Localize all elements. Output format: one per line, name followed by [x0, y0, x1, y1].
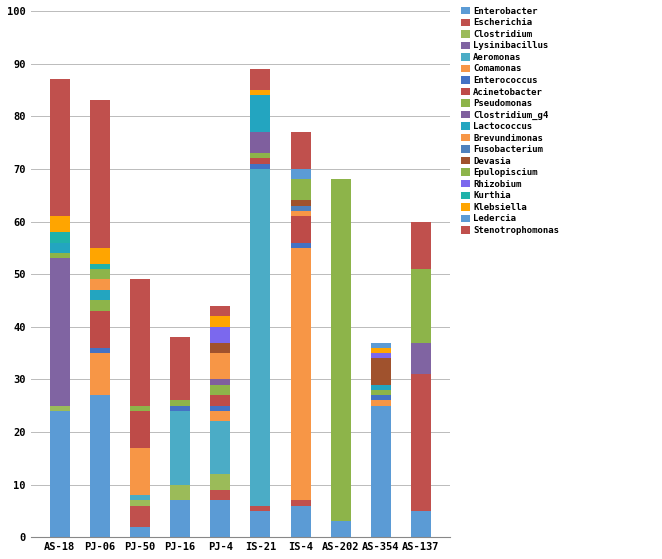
Bar: [371, 406, 391, 537]
Bar: [130, 448, 150, 495]
Bar: [90, 395, 110, 537]
Bar: [90, 101, 110, 248]
Bar: [291, 169, 310, 179]
Bar: [50, 79, 70, 216]
Bar: [250, 90, 271, 95]
Bar: [130, 500, 150, 506]
Bar: [90, 280, 110, 290]
Bar: [90, 290, 110, 300]
Bar: [250, 95, 271, 132]
Bar: [90, 264, 110, 269]
Bar: [130, 527, 150, 537]
Bar: [371, 343, 391, 348]
Bar: [291, 506, 310, 537]
Bar: [170, 500, 190, 537]
Bar: [130, 506, 150, 527]
Bar: [291, 179, 310, 201]
Bar: [411, 269, 431, 343]
Bar: [130, 411, 150, 448]
Bar: [411, 221, 431, 269]
Bar: [211, 500, 230, 537]
Bar: [291, 206, 310, 211]
Bar: [211, 406, 230, 411]
Bar: [50, 232, 70, 243]
Bar: [371, 353, 391, 358]
Bar: [170, 400, 190, 406]
Bar: [291, 500, 310, 506]
Bar: [90, 311, 110, 348]
Bar: [170, 337, 190, 400]
Bar: [170, 406, 190, 411]
Bar: [291, 216, 310, 243]
Bar: [211, 326, 230, 343]
Bar: [211, 385, 230, 395]
Bar: [250, 69, 271, 90]
Bar: [211, 395, 230, 406]
Bar: [90, 353, 110, 395]
Bar: [411, 511, 431, 537]
Bar: [170, 411, 190, 485]
Bar: [371, 358, 391, 385]
Bar: [211, 490, 230, 500]
Bar: [50, 253, 70, 258]
Bar: [250, 506, 271, 511]
Bar: [211, 380, 230, 385]
Bar: [211, 353, 230, 380]
Bar: [130, 406, 150, 411]
Bar: [50, 406, 70, 411]
Bar: [331, 522, 351, 537]
Bar: [50, 243, 70, 253]
Bar: [50, 258, 70, 406]
Bar: [291, 243, 310, 248]
Bar: [211, 421, 230, 474]
Bar: [90, 300, 110, 311]
Bar: [211, 306, 230, 316]
Bar: [291, 201, 310, 206]
Bar: [90, 248, 110, 264]
Bar: [130, 495, 150, 500]
Bar: [291, 211, 310, 216]
Bar: [211, 343, 230, 353]
Bar: [371, 385, 391, 390]
Bar: [50, 216, 70, 232]
Bar: [291, 132, 310, 169]
Bar: [250, 169, 271, 506]
Bar: [411, 343, 431, 374]
Bar: [411, 374, 431, 511]
Bar: [211, 411, 230, 421]
Bar: [211, 474, 230, 490]
Bar: [130, 280, 150, 406]
Bar: [371, 395, 391, 400]
Bar: [291, 248, 310, 500]
Bar: [90, 269, 110, 280]
Bar: [250, 511, 271, 537]
Legend: Enterobacter, Escherichia, Clostridium, Lysinibacillus, Aeromonas, Comamonas, En: Enterobacter, Escherichia, Clostridium, …: [459, 5, 561, 237]
Bar: [250, 153, 271, 158]
Bar: [371, 348, 391, 353]
Bar: [50, 411, 70, 537]
Bar: [371, 390, 391, 395]
Bar: [170, 485, 190, 500]
Bar: [90, 348, 110, 353]
Bar: [211, 316, 230, 326]
Bar: [331, 179, 351, 522]
Bar: [371, 400, 391, 406]
Bar: [250, 164, 271, 169]
Bar: [250, 132, 271, 153]
Bar: [250, 158, 271, 164]
